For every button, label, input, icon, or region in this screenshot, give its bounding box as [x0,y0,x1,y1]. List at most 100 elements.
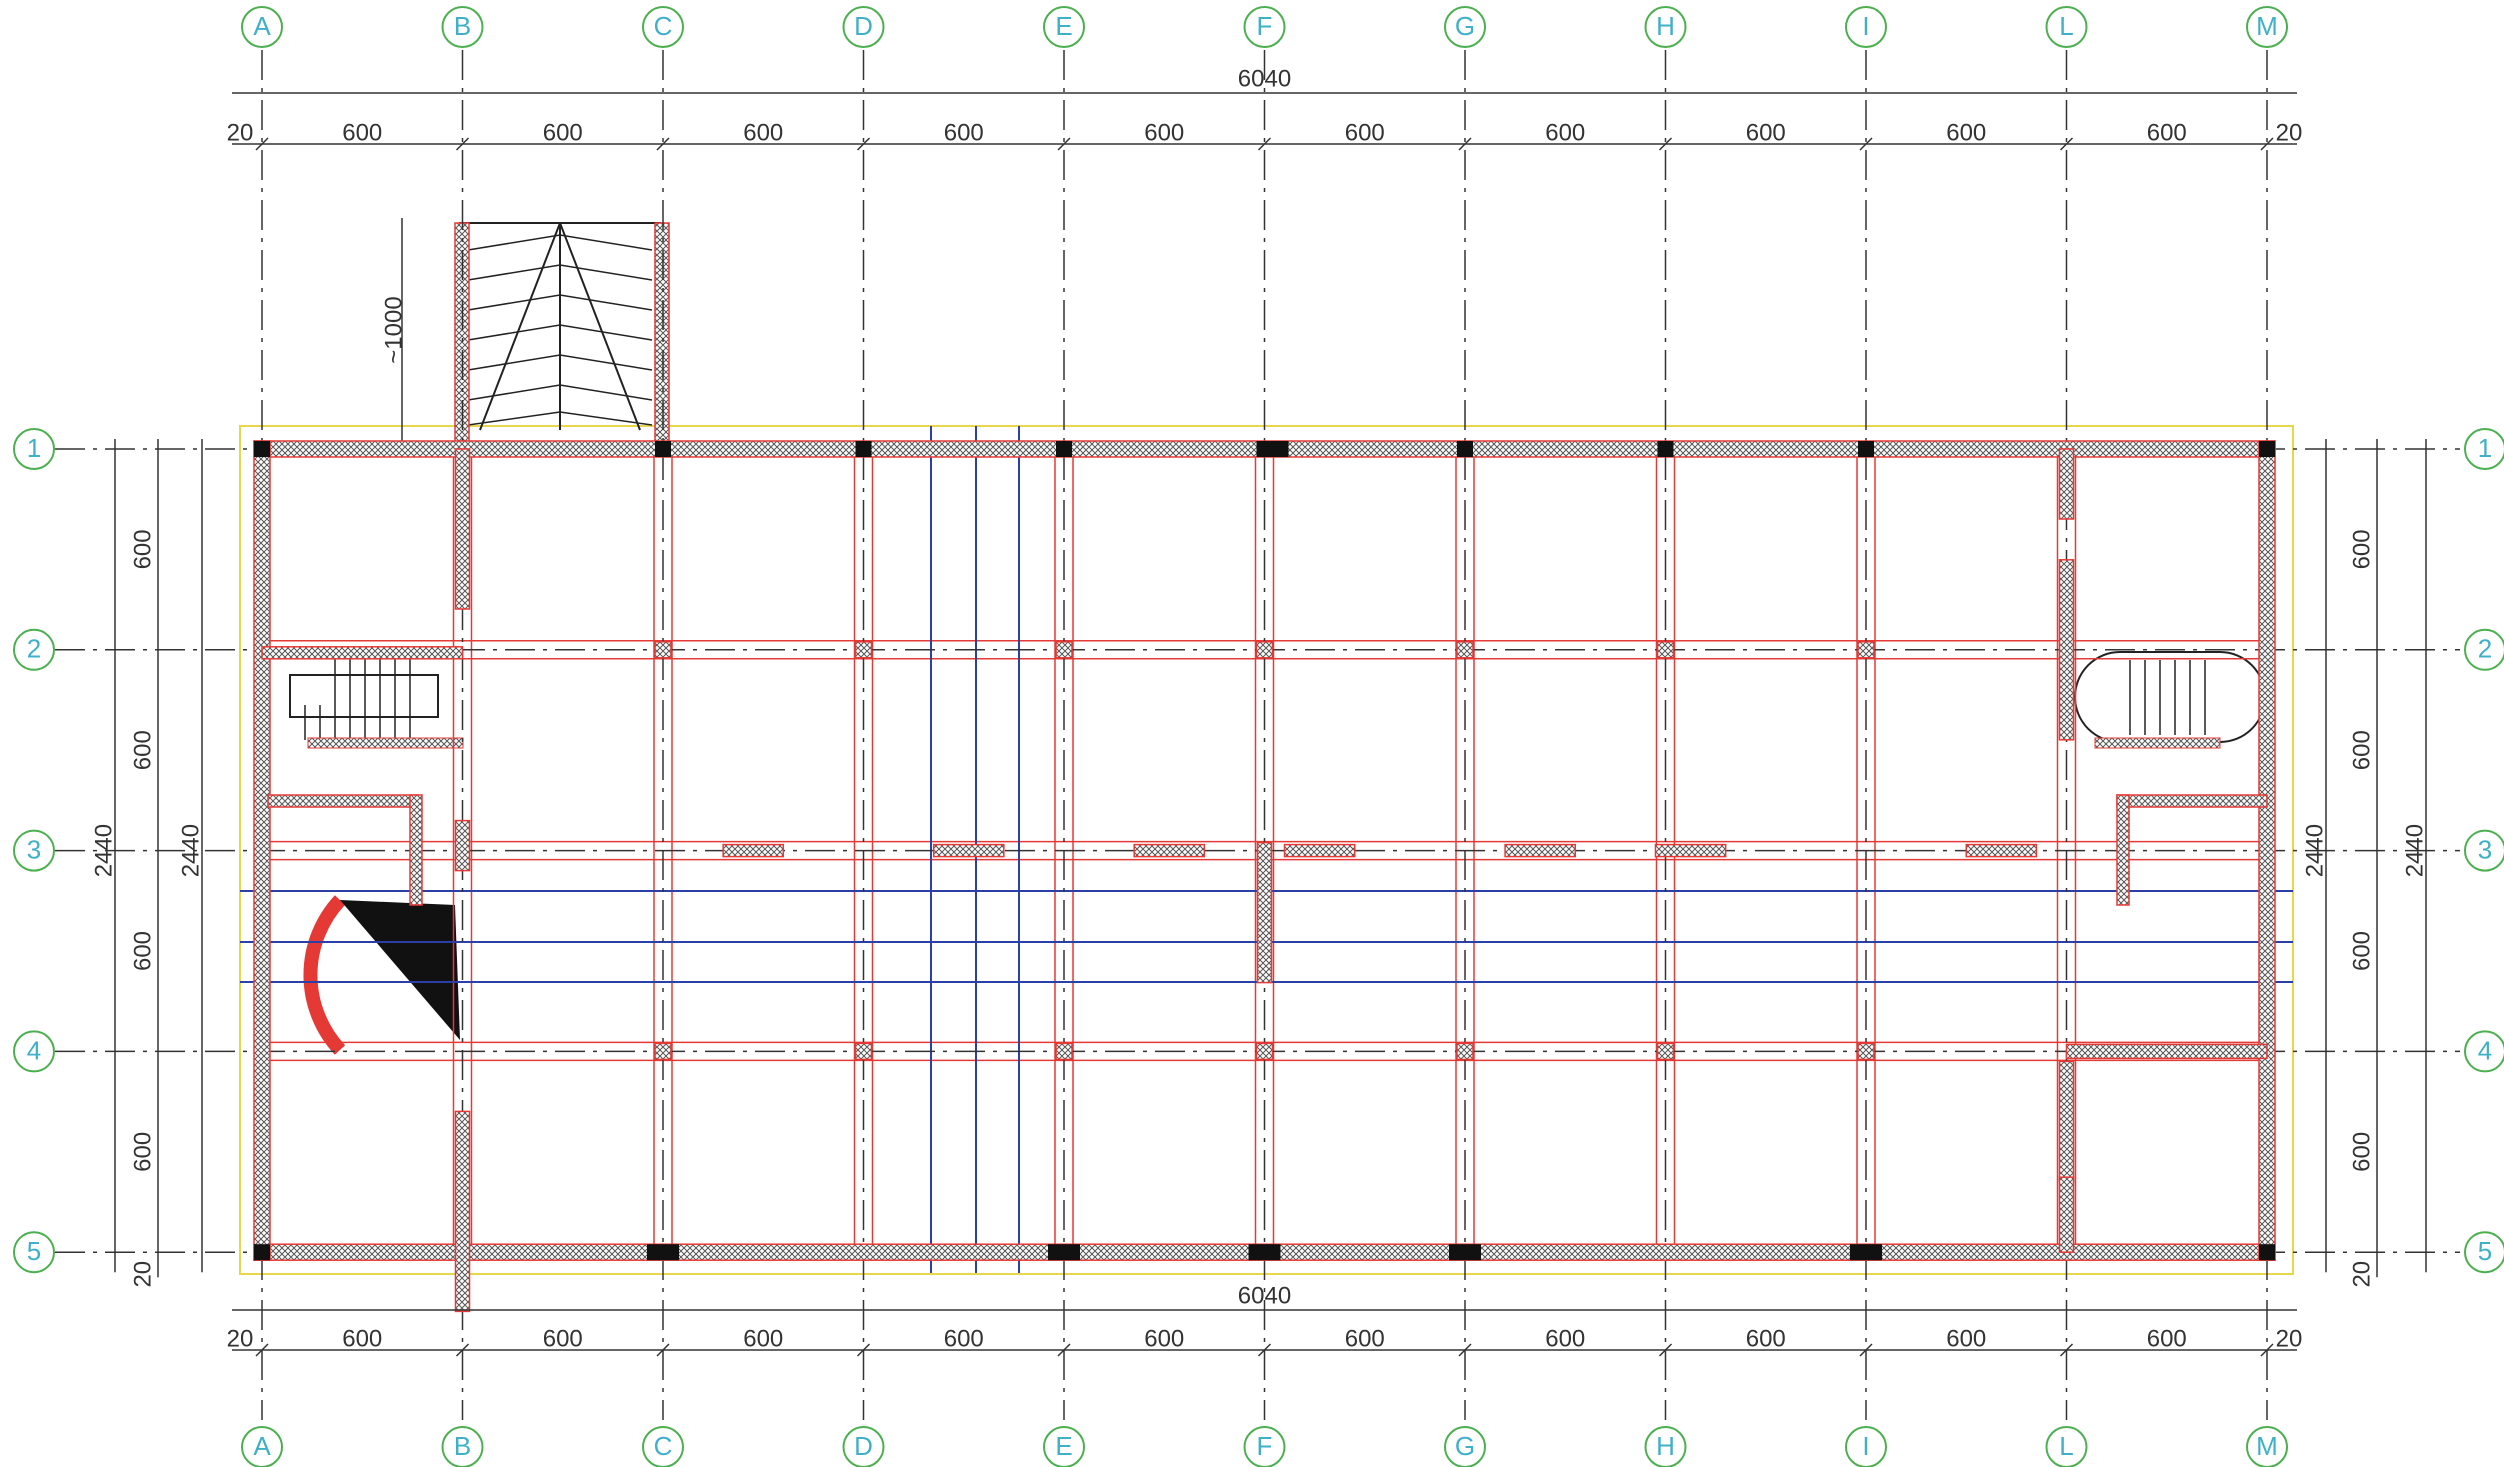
wall [1456,1042,1474,1061]
dimension-segment: 600 [1545,1325,1585,1352]
grid-label: E [1055,1431,1072,1461]
grid-bubble [2045,6,2088,48]
dimension-tick [1057,1343,1071,1357]
dimension-segment: 20 [227,1325,254,1352]
dimension-segment: 600 [743,119,783,146]
dimension-tick [856,1343,871,1357]
grid-label: 3 [2478,834,2492,864]
dimension-tick [1859,1343,1873,1357]
column [1858,441,1874,457]
dimension-total: 2440 [90,824,117,877]
dimension-tick [1859,137,1873,151]
grid-label: I [1862,11,1869,41]
wall [454,819,471,872]
dimension-tick [1658,1343,1673,1357]
grid-bubble [241,6,283,48]
dimension-segment: 600 [1144,119,1184,146]
wall [454,448,471,610]
wall [253,440,271,1261]
dimension-segment: 20 [129,1261,156,1288]
column [2259,1244,2275,1261]
wall [1654,843,1727,858]
grid-bubble [1243,1426,1286,1467]
wall [2058,559,2075,741]
grid-label: L [2059,11,2073,41]
dimension-segment: 600 [944,119,984,146]
wall [2116,794,2130,906]
dimension-total: 6040 [1238,65,1291,92]
wall [1656,641,1675,659]
column [254,441,270,457]
wall [854,1042,873,1061]
dimension-segment: 600 [2147,119,2187,146]
grid-label: M [2256,1431,2278,1461]
grid-label: D [854,1431,873,1461]
column [1056,441,1072,457]
dimension-segment: 600 [743,1325,783,1352]
wall [1456,641,1474,659]
dimension-tick [1458,137,1472,151]
grid-label: B [454,11,471,41]
dimension-tick [255,1343,269,1357]
dimension-segment: 600 [1946,1325,1986,1352]
grid-bubble [13,829,55,872]
grid-bubble [1444,1426,1486,1467]
grid-label: M [2256,11,2278,41]
dimension-segment: 600 [1345,119,1385,146]
stair-top [401,218,670,450]
wall [1504,843,1577,858]
grid-bubble [1243,6,1286,48]
column [1457,441,1473,457]
wall [854,641,873,659]
dimension-tick [1257,1343,1272,1357]
grid-bubble [1845,1426,1887,1467]
dimension-tick [1458,1343,1472,1357]
grid-label: C [654,1431,673,1461]
grid-bubble [1444,6,1486,48]
dimension-tick [2059,137,2074,151]
grid-bubble [441,1426,484,1467]
dimension-tick [856,137,871,151]
wall [2116,794,2268,808]
grid-bubble [2464,628,2504,671]
grid-label: 5 [2478,1236,2492,1266]
wall [2258,440,2276,1261]
dimension-segment: 600 [342,1325,382,1352]
grid-bubble [2464,829,2504,872]
grid-bubble [2045,1426,2088,1467]
grid-label: I [1862,1431,1869,1461]
grid-label: G [1455,11,1475,41]
column [1657,441,1674,457]
column [2259,441,2275,457]
wall [1256,841,1273,984]
dimension-tick [1257,137,1272,151]
grid-bubble [1043,1426,1085,1467]
wall [2058,448,2075,520]
dimension-total: 2440 [2301,824,2328,877]
dimension-segment: 600 [1746,119,1786,146]
wall [1133,843,1206,858]
wall [1055,1042,1073,1061]
wall [1965,843,2038,858]
dimension-segment: 600 [2348,730,2375,770]
grid-label: 5 [27,1236,41,1266]
grid-label: 3 [27,834,41,864]
stair-left [289,650,464,749]
grid-bubble [2464,1231,2504,1274]
wall [932,843,1005,858]
column [254,1244,270,1261]
dimension-tick [1057,137,1071,151]
grid-bubble [13,628,55,671]
grid-label: 2 [2478,634,2492,664]
grid-bubble [2246,1426,2288,1467]
wall [261,646,464,660]
dimension-segment: 600 [1545,119,1585,146]
grid-label: A [253,1431,271,1461]
wall [1857,1042,1875,1061]
dimension-segment: 20 [2276,1325,2303,1352]
grid-bubble [1043,6,1085,48]
grid-label: A [253,11,271,41]
grid-label: F [1257,11,1273,41]
dimension-tick [1658,137,1673,151]
